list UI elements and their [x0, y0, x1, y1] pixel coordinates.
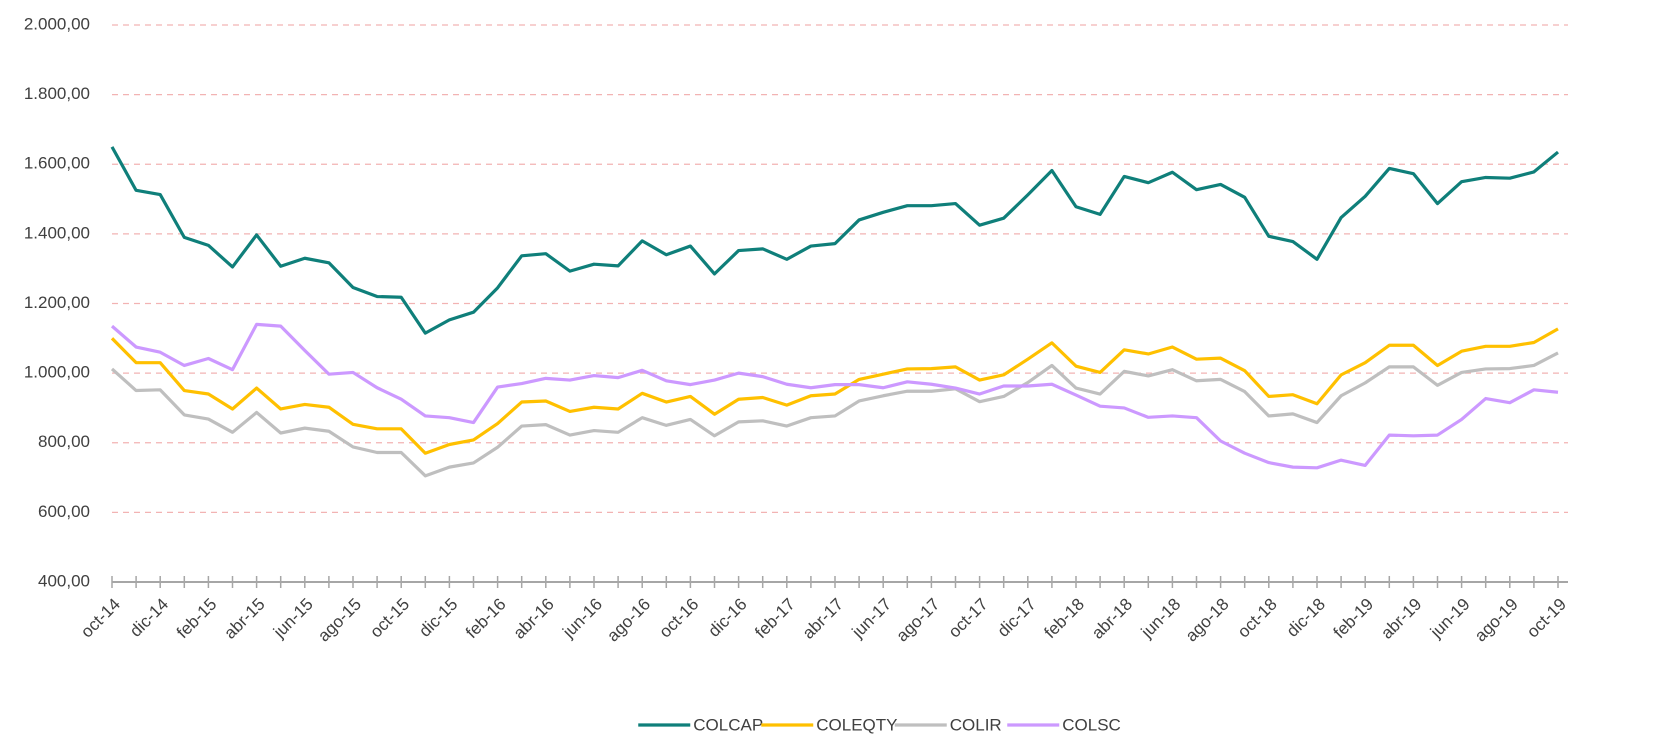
x-tick-label: feb-15: [173, 595, 221, 643]
x-tick-label: jun-15: [269, 595, 317, 643]
x-tick-label: dic-14: [126, 595, 172, 641]
y-tick-label: 800,00: [38, 432, 90, 451]
x-tick-label: ago-19: [1471, 595, 1522, 646]
x-tick-label: oct-14: [77, 595, 124, 642]
x-tick-label: oct-19: [1523, 595, 1570, 642]
x-tick-label: oct-17: [945, 595, 992, 642]
x-tick-label: jun-16: [558, 595, 606, 643]
x-tick-label: dic-15: [415, 595, 461, 641]
x-tick-label: dic-18: [1283, 595, 1329, 641]
x-tick-label: ago-18: [1182, 595, 1233, 646]
y-tick-label: 1.600,00: [24, 154, 90, 173]
y-tick-label: 1.200,00: [24, 293, 90, 312]
x-tick-label: ago-16: [603, 595, 654, 646]
series-line: [110, 146, 1560, 335]
series-line: [110, 322, 1559, 470]
series-line: [110, 327, 1559, 455]
x-tick-label: feb-16: [462, 595, 510, 643]
x-tick-label: dic-17: [994, 595, 1040, 641]
x-tick-label: ago-15: [314, 595, 365, 646]
x-tick-label: feb-18: [1040, 595, 1088, 643]
x-tick-label: feb-17: [751, 595, 799, 643]
x-tick-label: abr-18: [1088, 595, 1136, 643]
x-tick-label: feb-19: [1330, 595, 1378, 643]
legend: COLCAP COLEQTY COLIR COLSC: [638, 715, 1121, 734]
x-tick-label: jun-18: [1137, 595, 1185, 643]
x-tick-label: jun-19: [1426, 595, 1474, 643]
y-tick-label: 1.800,00: [24, 84, 90, 103]
legend-label: COLIR: [950, 715, 1002, 734]
x-tick-label: oct-15: [366, 595, 413, 642]
x-tick-label: abr-17: [799, 595, 847, 643]
x-tick-label: oct-18: [1234, 595, 1281, 642]
y-tick-label: 2.000,00: [24, 14, 90, 33]
x-tick-label: abr-15: [220, 595, 268, 643]
y-tick-label: 400,00: [38, 571, 90, 590]
legend-label: COLEQTY: [816, 715, 897, 734]
y-tick-label: 1.000,00: [24, 363, 90, 382]
legend-label: COLCAP: [693, 715, 763, 734]
x-tick-label: abr-16: [510, 595, 558, 643]
x-tick-label: dic-16: [704, 595, 750, 641]
x-tick-label: oct-16: [656, 595, 703, 642]
legend-label: COLSC: [1062, 715, 1121, 734]
x-tick-label: jun-17: [848, 595, 896, 643]
x-tick-label: ago-17: [893, 595, 944, 646]
y-tick-label: 1.400,00: [24, 223, 90, 242]
series-line: [110, 351, 1559, 478]
y-tick-label: 600,00: [38, 502, 90, 521]
x-tick-label: abr-19: [1377, 595, 1425, 643]
